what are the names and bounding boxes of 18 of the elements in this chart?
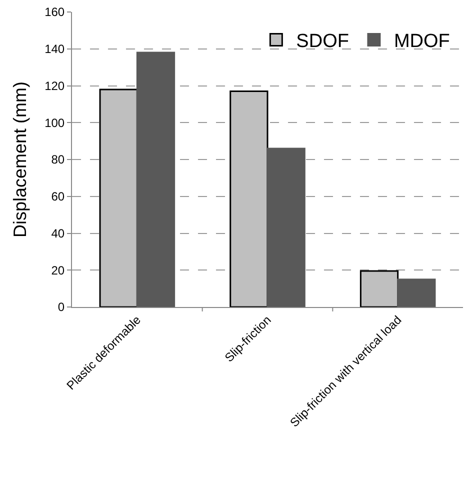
y-tick-label: 40	[51, 226, 65, 240]
y-tick-label: 60	[51, 190, 65, 204]
y-axis-title: Displacement (mm)	[10, 81, 30, 238]
y-tick-label: 160	[44, 5, 65, 20]
bar	[136, 52, 176, 307]
y-tick-label: 140	[44, 42, 65, 56]
legend-label: MDOF	[394, 31, 450, 52]
y-tick-label: 0	[58, 300, 65, 314]
y-tick-label: 20	[51, 263, 65, 278]
bar	[360, 270, 399, 307]
bar	[266, 148, 306, 307]
bar	[397, 278, 436, 307]
y-tick-label: 80	[51, 152, 65, 167]
legend-label: SDOF	[296, 31, 349, 52]
bar	[99, 88, 138, 307]
y-tick-label: 100	[44, 116, 65, 130]
y-tick-label: 120	[44, 78, 65, 93]
bar	[230, 90, 268, 307]
